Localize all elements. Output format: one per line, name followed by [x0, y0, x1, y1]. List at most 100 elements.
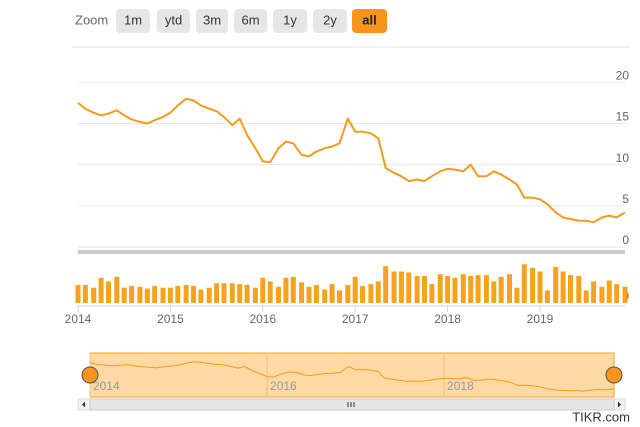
x-tick-label: 2014 — [65, 312, 92, 326]
watermark: TIKR.com — [572, 409, 630, 424]
volume-bar — [276, 286, 282, 303]
volume-bar — [591, 281, 597, 303]
volume-bar — [252, 287, 258, 303]
volume-bar — [137, 286, 143, 303]
y-tick-label: 20 — [616, 69, 630, 83]
x-tick-label: 2018 — [434, 312, 461, 326]
volume-bar — [322, 289, 328, 303]
x-tick-label: 2017 — [342, 312, 369, 326]
y-tick-label: 15 — [616, 110, 630, 124]
zoom-button[interactable] — [157, 9, 190, 33]
volume-bar — [160, 287, 166, 303]
zoom-button-label[interactable]: 6m — [241, 12, 259, 27]
volume-bar — [421, 276, 427, 303]
volume-bar — [91, 287, 97, 303]
volume-bar — [514, 287, 520, 303]
volume-bar — [375, 281, 381, 303]
volume-bar — [313, 285, 319, 303]
navigator-tick-label: 2014 — [93, 379, 120, 393]
volume-bar — [82, 285, 88, 303]
volume-bar — [336, 290, 342, 303]
volume-bar — [121, 287, 127, 303]
volume-bar — [214, 283, 220, 303]
volume-bar — [383, 266, 389, 303]
price-line — [77, 97, 626, 224]
panel-divider — [78, 250, 625, 254]
volume-bar — [290, 276, 296, 303]
y-tick-label: 5 — [622, 192, 629, 206]
zoom-button-label[interactable]: 1m — [124, 12, 142, 27]
volume-bar — [167, 287, 173, 303]
volume-bar — [614, 284, 620, 303]
zoom-button[interactable] — [196, 9, 228, 33]
volume-bar — [460, 274, 466, 303]
volume-bar — [244, 285, 250, 303]
volume-bar — [567, 275, 573, 303]
zoom-button-label[interactable]: 3m — [203, 12, 221, 27]
y-tick-label: 0 — [622, 233, 629, 247]
volume-bar — [345, 285, 351, 303]
x-tick-label: 2016 — [249, 312, 276, 326]
zoom-button[interactable] — [273, 9, 307, 33]
scroll-left[interactable] — [82, 401, 85, 408]
zoom-button-label[interactable]: 2y — [323, 12, 337, 27]
volume-bar — [583, 290, 589, 303]
navigator-tick-label: 2018 — [447, 379, 474, 393]
volume-bar — [507, 274, 513, 303]
navigator-handle[interactable] — [81, 366, 99, 384]
volume-bar — [221, 283, 227, 303]
x-tick-label: 2019 — [527, 312, 554, 326]
volume-bar — [576, 276, 582, 303]
navigator-handle[interactable] — [605, 366, 623, 384]
volume-bar — [175, 285, 181, 303]
volume-bar — [491, 281, 497, 303]
volume-bar — [183, 285, 189, 303]
volume-bar — [437, 274, 443, 303]
volume-bar — [537, 271, 543, 303]
zoom-button[interactable] — [116, 9, 150, 33]
volume-bar — [414, 276, 420, 303]
volume-bar — [553, 267, 559, 303]
volume-bar — [468, 276, 474, 303]
scrollbar-grip — [347, 402, 355, 407]
volume-bar — [498, 276, 504, 303]
volume-bar — [306, 286, 312, 303]
volume-bar — [114, 276, 120, 303]
zoom-button[interactable] — [313, 9, 347, 33]
zoom-label: Zoom — [75, 12, 108, 27]
volume-bar — [299, 282, 305, 303]
volume-bar — [98, 277, 104, 303]
zoom-button[interactable] — [352, 9, 387, 33]
zoom-button-label[interactable]: all — [362, 12, 376, 27]
volume-bar — [105, 281, 111, 303]
zoom-button-label[interactable]: 1y — [283, 12, 297, 27]
volume-bar — [368, 284, 374, 303]
zoom-button-label[interactable]: ytd — [165, 12, 182, 27]
volume-bar — [483, 275, 489, 303]
volume-bar — [198, 289, 204, 303]
volume-bar — [267, 281, 273, 303]
volume-bar — [521, 264, 527, 303]
scrollbar-thumb[interactable] — [89, 398, 615, 411]
volume-bar — [406, 272, 412, 303]
volume-bar — [445, 276, 451, 303]
volume-bar — [152, 285, 158, 303]
volume-bar — [560, 271, 566, 303]
volume-bar — [129, 285, 135, 303]
zoom-buttons: 1m ytd 3m 6m 1y 2y all — [116, 9, 387, 33]
volume-bar — [229, 283, 235, 303]
volume-bar — [622, 286, 628, 303]
volume-bar — [206, 287, 212, 303]
volume-bar — [429, 284, 435, 303]
volume-bar — [352, 276, 358, 303]
volume-bar — [391, 271, 397, 303]
volume-bar — [329, 284, 335, 303]
y-tick-label: 10 — [616, 151, 630, 165]
volume-bar — [606, 280, 612, 303]
volume-bar — [475, 275, 481, 303]
navigator-tick-label: 2016 — [270, 379, 297, 393]
zoom-button[interactable] — [234, 9, 267, 33]
scroll-right[interactable] — [618, 401, 621, 408]
volume-bar — [75, 285, 81, 303]
volume-bar — [599, 286, 605, 303]
